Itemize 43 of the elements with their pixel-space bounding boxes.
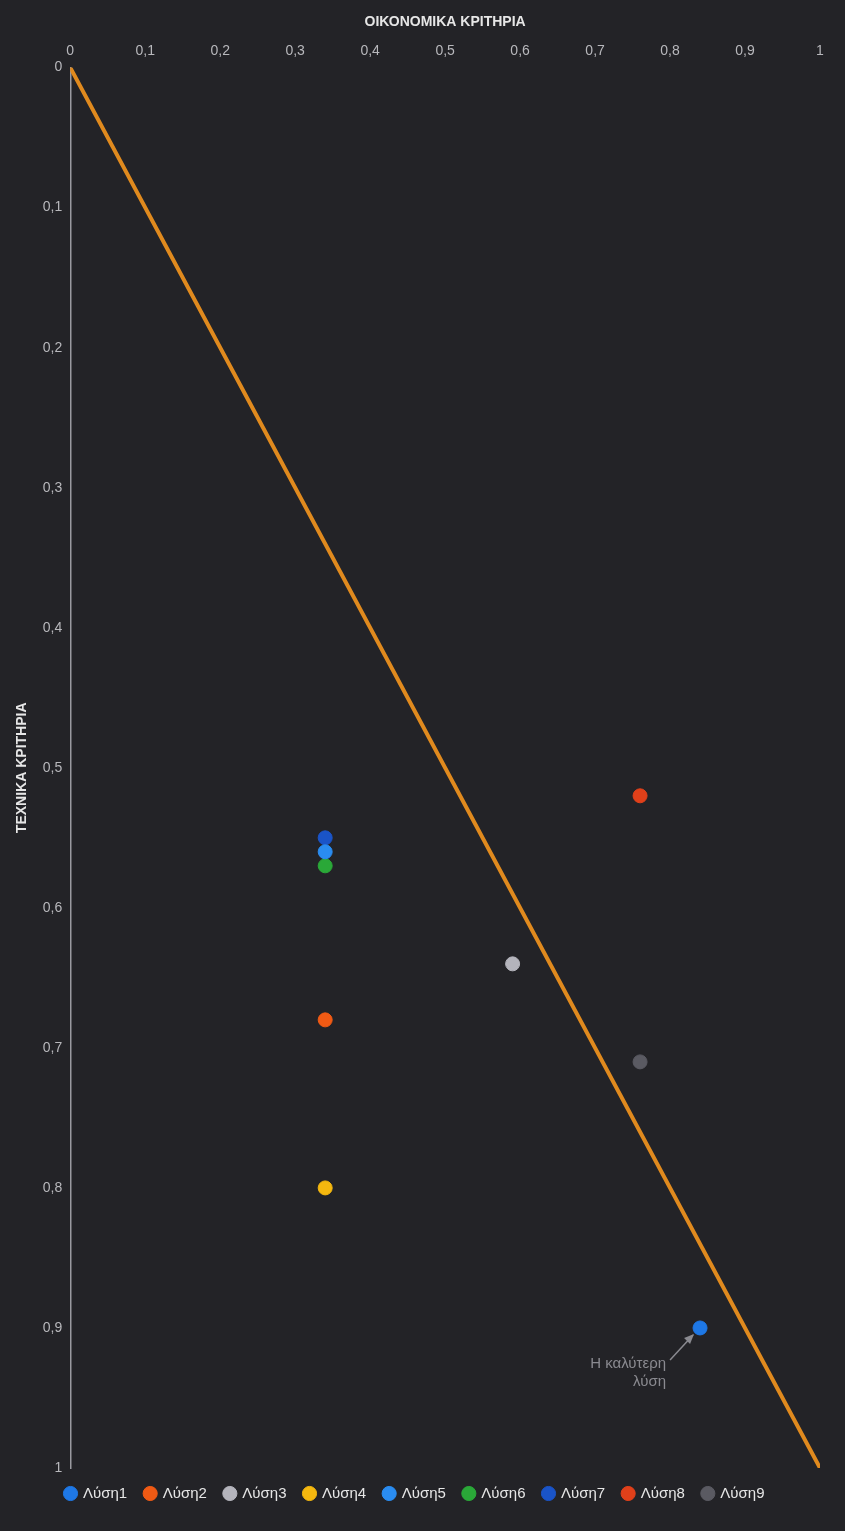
x-tick-label: 0,9 — [735, 42, 755, 59]
x-tick-label: 0,5 — [435, 42, 456, 59]
point — [317, 1012, 333, 1028]
point — [317, 830, 333, 846]
x-tick-label: 0,3 — [285, 42, 306, 59]
legend-label: Λύση7 — [561, 1483, 606, 1501]
point — [317, 858, 333, 874]
y-tick-label: 0,5 — [42, 758, 63, 775]
point — [692, 1320, 708, 1336]
y-tick-label: 0,7 — [42, 1038, 63, 1055]
y-tick-label: 0,4 — [42, 618, 63, 635]
y-tick-label: 0,6 — [42, 898, 63, 915]
x-tick-label: 0 — [66, 42, 75, 59]
y-tick-label: 0,8 — [42, 1178, 63, 1195]
y-tick-label: 0 — [54, 58, 63, 75]
legend-label: Λύση3 — [242, 1483, 287, 1501]
legend-label: Λύση8 — [640, 1483, 685, 1501]
y-tick-label: 0,9 — [42, 1318, 63, 1335]
x-tick-label: 1 — [816, 42, 825, 59]
x-axis-title: ΟΙΚΟΝΟΜΙΚΑ ΚΡΙΤΗΡΙΑ — [364, 13, 526, 30]
x-tick-label: 0,7 — [585, 42, 606, 59]
point — [632, 1054, 648, 1070]
y-tick-label: 0,1 — [42, 198, 63, 215]
legend-label: Λύση9 — [720, 1483, 765, 1501]
legend-label: Λύση2 — [162, 1483, 207, 1501]
legend-label: Λύση5 — [401, 1483, 446, 1501]
y-axis-title: ΤΕΧΝΙΚΑ ΚΡΙΤΗΡΙΑ — [13, 702, 30, 834]
x-tick-label: 0,1 — [135, 42, 156, 59]
x-tick-label: 0,6 — [510, 42, 531, 59]
x-tick-label: 0,2 — [210, 42, 231, 59]
point — [317, 844, 333, 860]
legend-label: Λύση6 — [481, 1483, 526, 1501]
y-tick-label: 0,3 — [42, 478, 63, 495]
point — [317, 1180, 333, 1196]
y-tick-label: 1 — [54, 1458, 63, 1475]
annotation: Η καλύτερη λύση — [590, 1354, 667, 1390]
y-tick-label: 0,2 — [42, 338, 63, 355]
point — [505, 956, 521, 972]
legend-label: Λύση1 — [83, 1483, 128, 1501]
legend-label: Λύση4 — [322, 1483, 367, 1501]
point — [632, 788, 648, 804]
x-tick-label: 0,4 — [360, 42, 381, 59]
x-tick-label: 0,8 — [660, 42, 680, 59]
